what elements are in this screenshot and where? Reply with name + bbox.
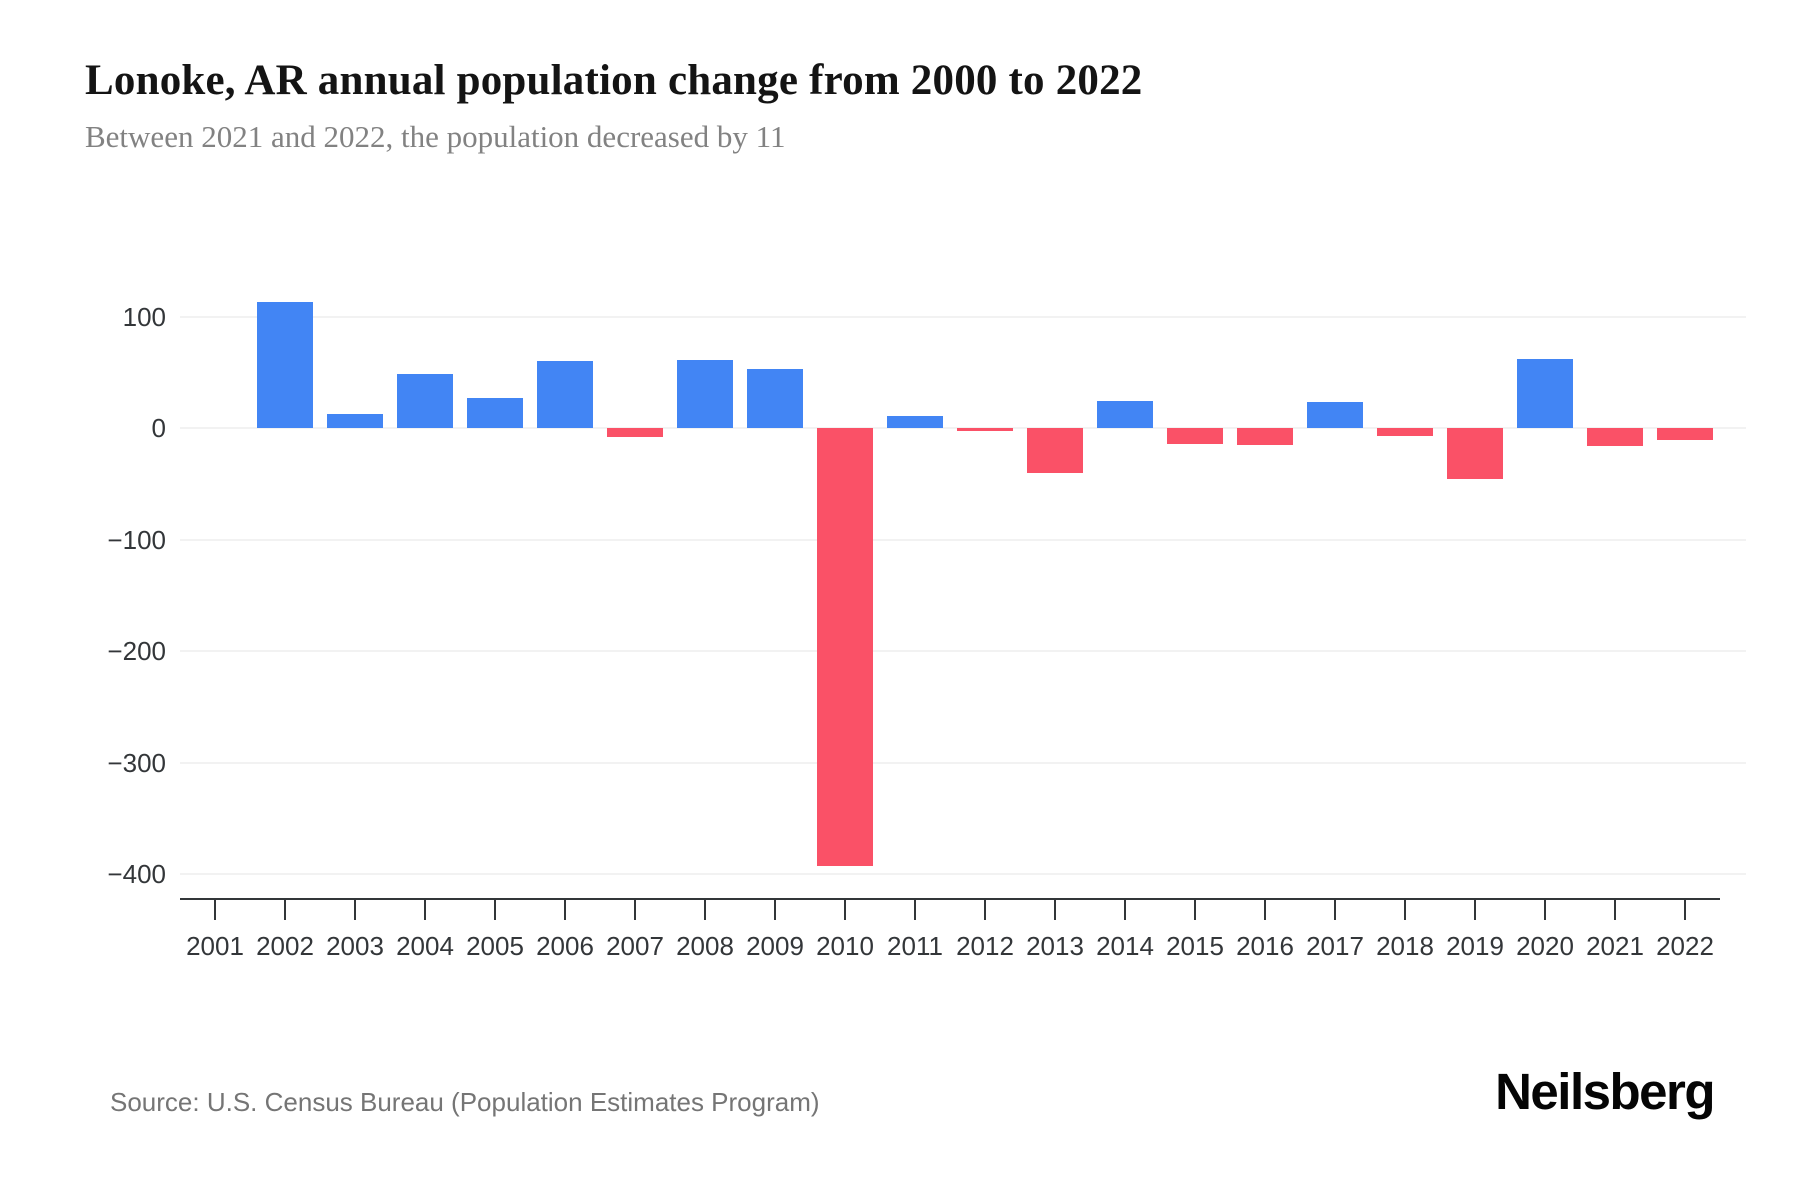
y-axis-tick-label: −200 xyxy=(107,636,166,666)
bar-2012[interactable] xyxy=(957,428,1013,432)
gridline--100 xyxy=(180,538,1746,541)
x-axis-tick xyxy=(1684,898,1686,920)
source-note: Source: U.S. Census Bureau (Population E… xyxy=(110,1087,820,1117)
x-axis-tick-label: 2002 xyxy=(256,931,314,961)
x-axis-tick-label: 2003 xyxy=(326,931,384,961)
bar-2006[interactable] xyxy=(537,361,593,428)
x-axis-tick-label: 2017 xyxy=(1306,931,1364,961)
x-axis-tick-label: 2020 xyxy=(1516,931,1574,961)
y-axis-tick-label: −400 xyxy=(107,859,166,889)
bar-2018[interactable] xyxy=(1377,428,1433,436)
x-axis-tick xyxy=(1474,898,1476,920)
x-axis-tick-label: 2014 xyxy=(1096,931,1154,961)
bar-2003[interactable] xyxy=(327,413,383,428)
x-axis-tick-label: 2018 xyxy=(1376,931,1434,961)
x-axis-tick xyxy=(1404,898,1406,920)
x-axis-tick xyxy=(984,898,986,920)
x-axis-tick-label: 2007 xyxy=(606,931,664,961)
x-axis-tick-label: 2009 xyxy=(746,931,804,961)
x-axis-tick-label: 2010 xyxy=(816,931,874,961)
x-axis-tick xyxy=(354,898,356,920)
x-axis-tick xyxy=(1124,898,1126,920)
x-axis-tick-label: 2004 xyxy=(396,931,454,961)
x-axis-tick xyxy=(284,898,286,920)
x-axis-tick-label: 2016 xyxy=(1236,931,1294,961)
bar-2022[interactable] xyxy=(1657,428,1713,441)
bar-2020[interactable] xyxy=(1517,358,1573,428)
bar-2011[interactable] xyxy=(887,415,943,428)
x-axis-tick xyxy=(1334,898,1336,920)
x-axis-tick-label: 2013 xyxy=(1026,931,1084,961)
chart-title: Lonoke, AR annual population change from… xyxy=(85,57,1143,104)
chart-subtitle: Between 2021 and 2022, the population de… xyxy=(85,119,786,154)
bar-2015[interactable] xyxy=(1167,428,1223,444)
x-axis-tick xyxy=(1544,898,1546,920)
bar-2009[interactable] xyxy=(747,368,803,428)
x-axis-tick xyxy=(634,898,636,920)
x-axis-tick xyxy=(844,898,846,920)
bar-2019[interactable] xyxy=(1447,428,1503,480)
bar-2013[interactable] xyxy=(1027,428,1083,473)
brand-logo: Neilsberg xyxy=(1495,1063,1715,1120)
bar-2004[interactable] xyxy=(397,374,453,428)
gridline--300 xyxy=(180,761,1746,764)
x-axis-tick xyxy=(774,898,776,920)
bar-2016[interactable] xyxy=(1237,428,1293,445)
x-axis-tick xyxy=(914,898,916,920)
x-axis-tick-label: 2022 xyxy=(1656,931,1714,961)
x-axis-tick-label: 2021 xyxy=(1586,931,1644,961)
bar-2017[interactable] xyxy=(1307,402,1363,428)
y-axis-tick-label: 100 xyxy=(122,301,166,332)
bar-2014[interactable] xyxy=(1097,401,1153,428)
bar-2002[interactable] xyxy=(257,302,313,428)
bar-2008[interactable] xyxy=(677,359,733,428)
x-axis-tick-label: 2012 xyxy=(956,931,1014,961)
bar-2005[interactable] xyxy=(467,397,523,428)
x-axis-tick xyxy=(424,898,426,920)
x-axis-tick-label: 2011 xyxy=(887,931,943,961)
bar-2010[interactable] xyxy=(817,428,873,867)
y-axis-tick-label: −100 xyxy=(107,524,166,555)
x-axis-tick-label: 2015 xyxy=(1166,931,1224,961)
x-axis-tick-label: 2019 xyxy=(1446,931,1504,961)
gridline--200 xyxy=(180,650,1746,652)
x-axis-tick xyxy=(564,898,566,920)
bar-2021[interactable] xyxy=(1587,428,1643,446)
x-axis-line xyxy=(180,898,1720,900)
x-axis-tick xyxy=(704,898,706,920)
x-axis-tick xyxy=(1264,898,1266,920)
gridline--400 xyxy=(180,873,1746,875)
gridline-100 xyxy=(180,315,1746,318)
x-axis-tick xyxy=(494,898,496,920)
plot-area: 100 0 −100 −200 −300 −400 2001 2002 2003 2004 2005… xyxy=(107,301,1746,961)
bar-2007[interactable] xyxy=(607,428,663,437)
y-axis-tick-label: 0 xyxy=(151,413,166,443)
x-axis-tick-label: 2005 xyxy=(466,931,524,961)
x-axis-tick-label: 2008 xyxy=(676,931,734,961)
x-axis-tick xyxy=(1194,898,1196,920)
x-axis-tick xyxy=(1054,898,1056,920)
x-axis-tick xyxy=(1614,898,1616,920)
x-axis-tick xyxy=(214,898,216,920)
x-axis-tick-label: 2001 xyxy=(186,931,244,961)
x-axis-tick-label: 2006 xyxy=(536,931,594,961)
y-axis-tick-label: −300 xyxy=(107,747,166,778)
